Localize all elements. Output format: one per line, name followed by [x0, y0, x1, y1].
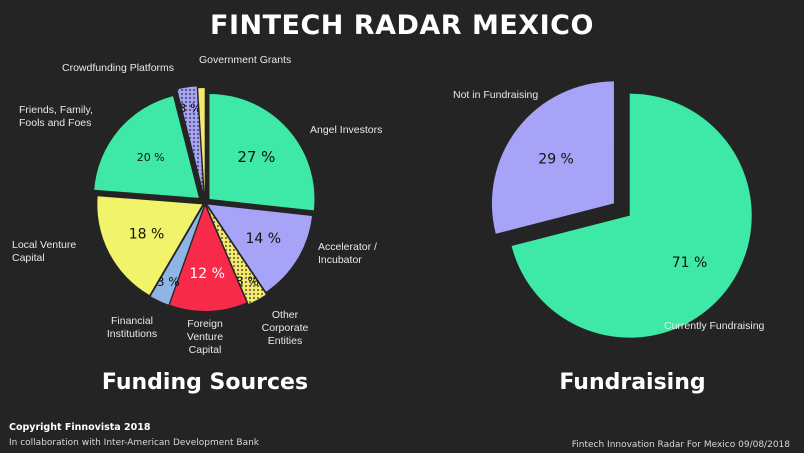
category-label-friends-family-fools-and-foes: Friends, Family, Fools and Foes: [19, 104, 93, 129]
slice-currently-fundraising: [511, 93, 752, 338]
slice-local-venture-capital: [97, 196, 203, 296]
value-label-angel-investors: 27 %: [237, 148, 275, 166]
slice-pattern-other-corporate-entities: [207, 207, 266, 304]
category-label-currently-fundraising: Currently Fundraising: [664, 320, 765, 332]
category-label-other-corporate-entities: Other Corporate Entities: [262, 309, 309, 347]
slice-friends-family-fools-and-foes: [94, 96, 199, 198]
fundraising-pie: 71 % Currently Fundraising 29 % Not in Fund…: [453, 81, 765, 338]
slice-foreign-venture-capital: [169, 205, 247, 311]
funding-sources-pie: 27 % Angel Investors 14 % Accelerator / Incu…: [12, 54, 382, 356]
value-label-currently-fundraising: 71 %: [672, 255, 708, 271]
funding-sources-title: Funding Sources: [101, 370, 309, 395]
fundraising-title: Fundraising: [559, 370, 706, 395]
value-label-accelerator-incubator: 14 %: [245, 231, 281, 247]
value-label-friends-family-fools-and-foes: 20 %: [137, 151, 165, 164]
category-label-not-in-fundraising: Not in Fundraising: [453, 89, 538, 101]
value-label-other-corporate-entities: 3 %: [236, 274, 259, 288]
category-label-accelerator-incubator: Accelerator / Incubator: [318, 241, 377, 266]
page-title: FINTECH RADAR MEXICO: [210, 10, 594, 41]
value-label-foreign-venture-capital: 12 %: [189, 266, 225, 282]
category-label-government-grants: Government Grants: [199, 54, 291, 66]
value-label-crowdfunding-platforms: 3 %: [179, 101, 202, 115]
slice-pattern-crowdfunding-platforms: [177, 86, 204, 192]
slice-accelerator-incubator: [207, 204, 312, 292]
slice-angel-investors: [209, 93, 315, 211]
category-label-angel-investors: Angel Investors: [310, 124, 382, 136]
slice-government-grants: [198, 88, 205, 194]
copyright-text: Copyright Finnovista 2018: [9, 422, 151, 433]
collaboration-text: In collaboration with Inter-American Dev…: [9, 438, 260, 448]
value-label-local-venture-capital: 18 %: [129, 227, 165, 243]
category-label-foreign-venture-capital: Foreign Venture Capital: [187, 318, 223, 356]
category-label-crowdfunding-platforms: Crowdfunding Platforms: [62, 62, 174, 74]
category-label-local-venture-capital: Local Venture Capital: [12, 239, 76, 264]
source-text: Fintech Innovation Radar For Mexico 09/0…: [571, 440, 790, 450]
value-label-not-in-fundraising: 29 %: [538, 151, 574, 167]
slice-financial-institutions: [150, 205, 204, 305]
category-label-financial-institutions: Financial Institutions: [107, 315, 157, 340]
slice-not-in-fundraising: [491, 81, 614, 234]
value-label-financial-institutions: 3 %: [157, 275, 180, 289]
